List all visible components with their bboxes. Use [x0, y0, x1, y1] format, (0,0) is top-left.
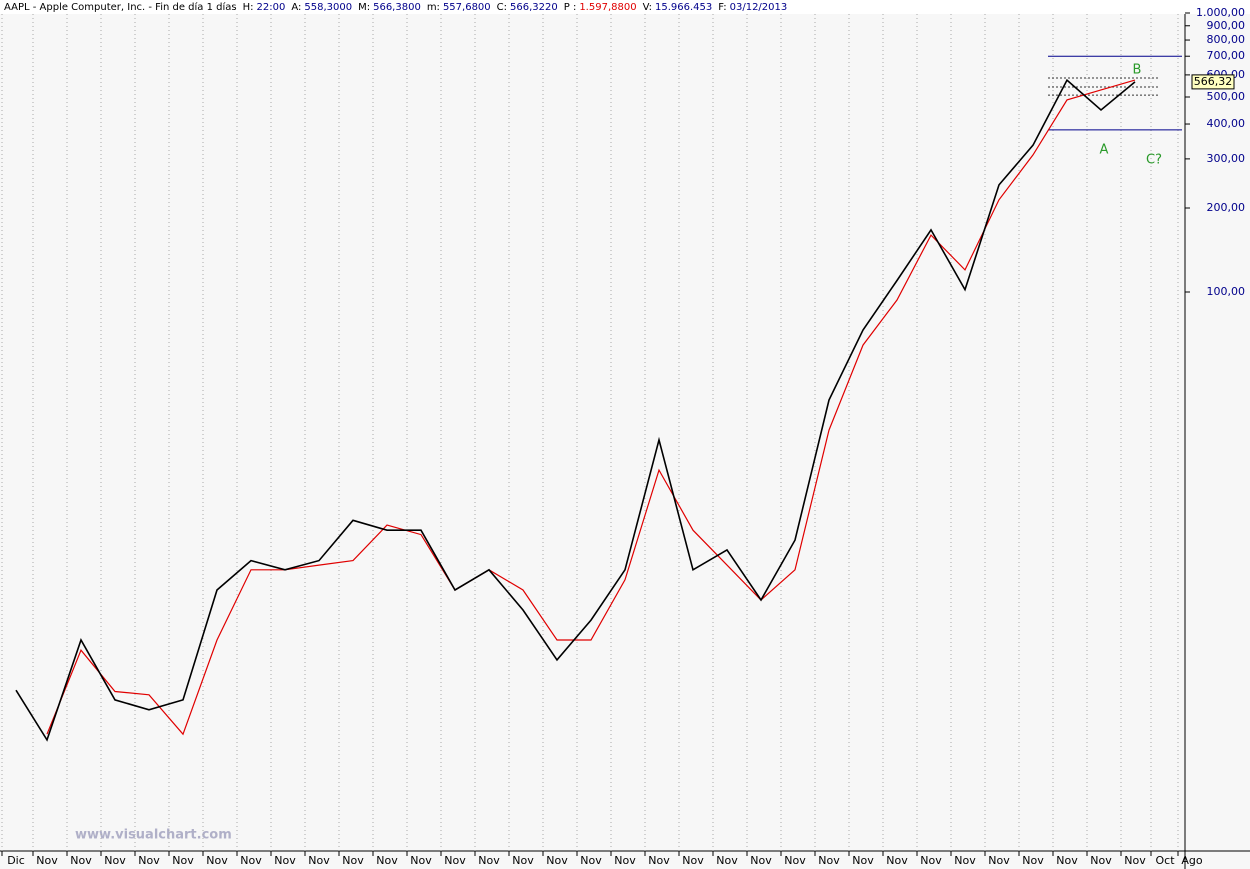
header-label: A: — [291, 2, 301, 13]
header-label: M: — [358, 2, 370, 13]
annotation: A — [1100, 143, 1109, 158]
annotation: B — [1133, 63, 1142, 78]
x-tick-label: Dic — [7, 854, 25, 867]
header-value: 558,3000 — [304, 2, 352, 13]
x-tick-label: Nov — [342, 854, 364, 867]
y-tick-label: 800,00 — [1207, 33, 1246, 46]
header-label: P : — [564, 2, 577, 13]
y-tick-label: 500,00 — [1207, 90, 1246, 103]
x-tick-label: Nov — [274, 854, 296, 867]
header-label: H: — [243, 2, 254, 13]
x-tick-label: Nov — [376, 854, 398, 867]
header-label: V: — [643, 2, 652, 13]
header-value: 03/12/2013 — [730, 2, 788, 13]
header-value: 566,3800 — [373, 2, 421, 13]
x-tick-label: Nov — [1056, 854, 1078, 867]
x-tick-label: Nov — [988, 854, 1010, 867]
x-tick-label: Nov — [172, 854, 194, 867]
header-label: m: — [427, 2, 440, 13]
x-tick-label: Nov — [410, 854, 432, 867]
x-tick-label: Nov — [1124, 854, 1146, 867]
y-tick-label: 1.000,00 — [1196, 6, 1245, 19]
header-bar — [0, 0, 1250, 14]
y-tick-label: 400,00 — [1207, 117, 1246, 130]
series-line — [46, 79, 1136, 736]
last-price-label: 566,32 — [1194, 75, 1233, 88]
x-tick-label: Nov — [546, 854, 568, 867]
y-tick-label: 200,00 — [1207, 201, 1246, 214]
x-tick-label: Nov — [104, 854, 126, 867]
header-label: C: — [497, 2, 507, 13]
last-price-box — [1191, 74, 1235, 90]
x-tick-label: Nov — [240, 854, 262, 867]
header-value: 1.597,8800 — [579, 2, 636, 13]
x-tick-label: Nov — [36, 854, 58, 867]
y-tick-label: 300,00 — [1207, 152, 1246, 165]
x-tick-label: Nov — [784, 854, 806, 867]
x-tick-label: Nov — [138, 854, 160, 867]
x-tick-label: Nov — [716, 854, 738, 867]
x-tick-label: Ago — [1181, 854, 1203, 867]
x-tick-label: Nov — [308, 854, 330, 867]
header-value: 22:00 — [257, 2, 286, 13]
y-tick-label: 100,00 — [1207, 285, 1246, 298]
header-value: 566,3220 — [510, 2, 558, 13]
y-tick-label: 700,00 — [1207, 49, 1246, 62]
x-tick-label: Nov — [580, 854, 602, 867]
x-tick-label: Nov — [954, 854, 976, 867]
x-tick-label: Nov — [1022, 854, 1044, 867]
watermark: www.visualchart.com — [75, 828, 232, 843]
x-tick-label: Nov — [70, 854, 92, 867]
x-tick-label: Nov — [852, 854, 874, 867]
x-tick-label: Nov — [818, 854, 840, 867]
header-value: 557,6800 — [443, 2, 491, 13]
header-value: 15.966.453 — [655, 2, 712, 13]
x-tick-label: Nov — [614, 854, 636, 867]
x-tick-label: Nov — [750, 854, 772, 867]
x-tick-label: Nov — [206, 854, 228, 867]
x-tick-label: Nov — [444, 854, 466, 867]
x-tick-label: Oct — [1155, 854, 1175, 867]
x-tick-label: Nov — [682, 854, 704, 867]
x-tick-label: Nov — [512, 854, 534, 867]
y-tick-label: 900,00 — [1207, 19, 1246, 32]
x-tick-label: Nov — [1090, 854, 1112, 867]
x-tick-label: Nov — [920, 854, 942, 867]
header-label: AAPL - Apple Computer, Inc. - Fin de día… — [4, 1, 237, 13]
annotation: C? — [1146, 153, 1162, 168]
x-tick-label: Nov — [886, 854, 908, 867]
x-tick-label: Nov — [648, 854, 670, 867]
x-tick-label: Nov — [478, 854, 500, 867]
header-label: F: — [718, 2, 726, 13]
series-line — [15, 78, 1136, 742]
